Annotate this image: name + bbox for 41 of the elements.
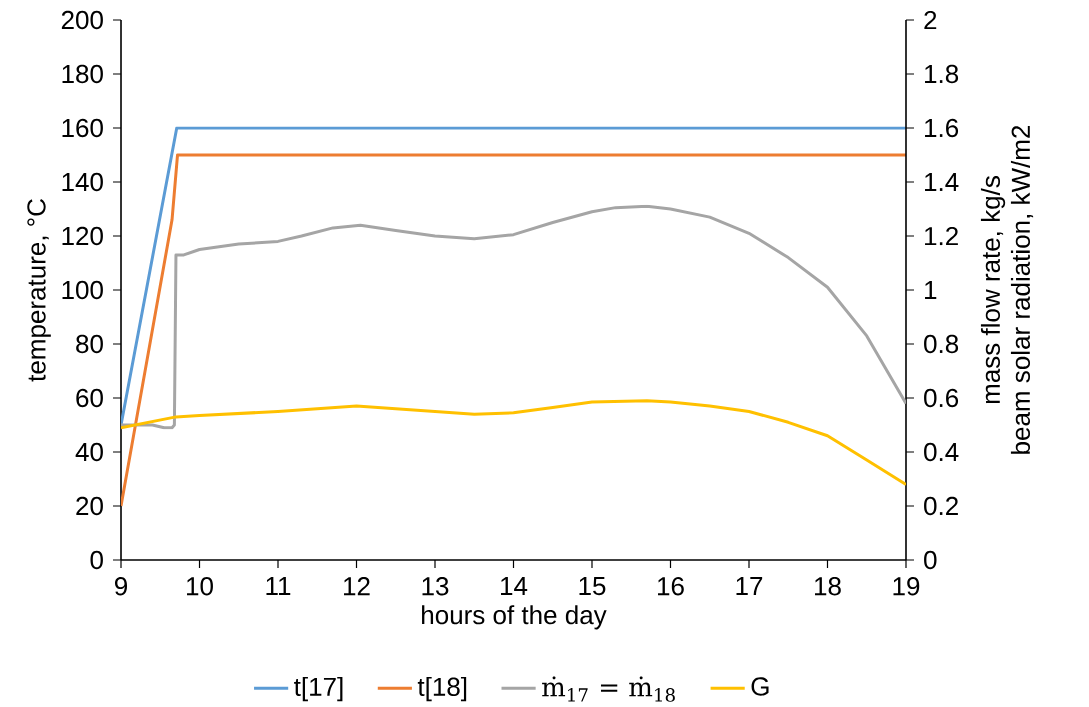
legend-label: ṁ$_{17}$ = ṁ$_{18}$	[542, 676, 675, 702]
y-tick-label: 100	[62, 280, 103, 300]
y-tick-label: 180	[62, 64, 103, 84]
y2-tick-label: 1	[925, 281, 937, 299]
y-tick-label: 60	[76, 388, 103, 408]
y-tick-label: 40	[75, 442, 103, 462]
x-tick-label: 16	[658, 577, 684, 596]
x-tick-label: 14	[501, 577, 528, 595]
x-tick-label: 13	[422, 577, 449, 596]
x-tick-label: 9	[115, 577, 128, 596]
y2-axis-title: mass flow rate, kg/s beam solar radiation, kW/m2	[980, 125, 1034, 454]
y2-tick-label: 1.2	[925, 226, 958, 246]
y2-tick-label: 2	[924, 10, 937, 30]
y2-tick-label: 1.4	[925, 173, 959, 191]
y-tick-label: 200	[61, 10, 103, 30]
y2-tick-label: 0.4	[924, 442, 959, 462]
x-tick-label: 10	[187, 577, 213, 596]
x-axis-title: hours of the day	[422, 605, 607, 630]
y-tick-label: 80	[76, 334, 103, 354]
y2-tick-label: 0.8	[924, 334, 959, 354]
legend-label: t[18]	[417, 676, 467, 702]
y-axis-title: temperature, °C	[27, 199, 51, 382]
legend-label: t[17]	[294, 676, 343, 702]
line-series	[121, 399, 906, 486]
x-tick-label: 17	[736, 577, 763, 595]
y-tick-label: 0	[90, 550, 103, 570]
x-tick-label: 15	[579, 577, 606, 596]
y2-tick-label: 0.6	[924, 388, 959, 408]
y2-tick-label: 1.6	[925, 118, 959, 138]
x-tick-label: 12	[344, 577, 370, 596]
y-tick-label: 160	[62, 118, 103, 138]
y-tick-label: 140	[62, 172, 103, 192]
x-tick-label: 18	[815, 577, 841, 596]
legend-label: G	[751, 677, 769, 696]
y2-tick-label: 1.8	[925, 64, 959, 84]
y-tick-label: 120	[62, 226, 103, 246]
x-tick-label: 19	[893, 577, 920, 596]
x-tick-label: 11	[266, 577, 291, 595]
y-tick-label: 20	[76, 496, 103, 516]
y2-tick-label: 0.2	[924, 496, 958, 516]
y2-tick-label: 0	[924, 550, 937, 570]
